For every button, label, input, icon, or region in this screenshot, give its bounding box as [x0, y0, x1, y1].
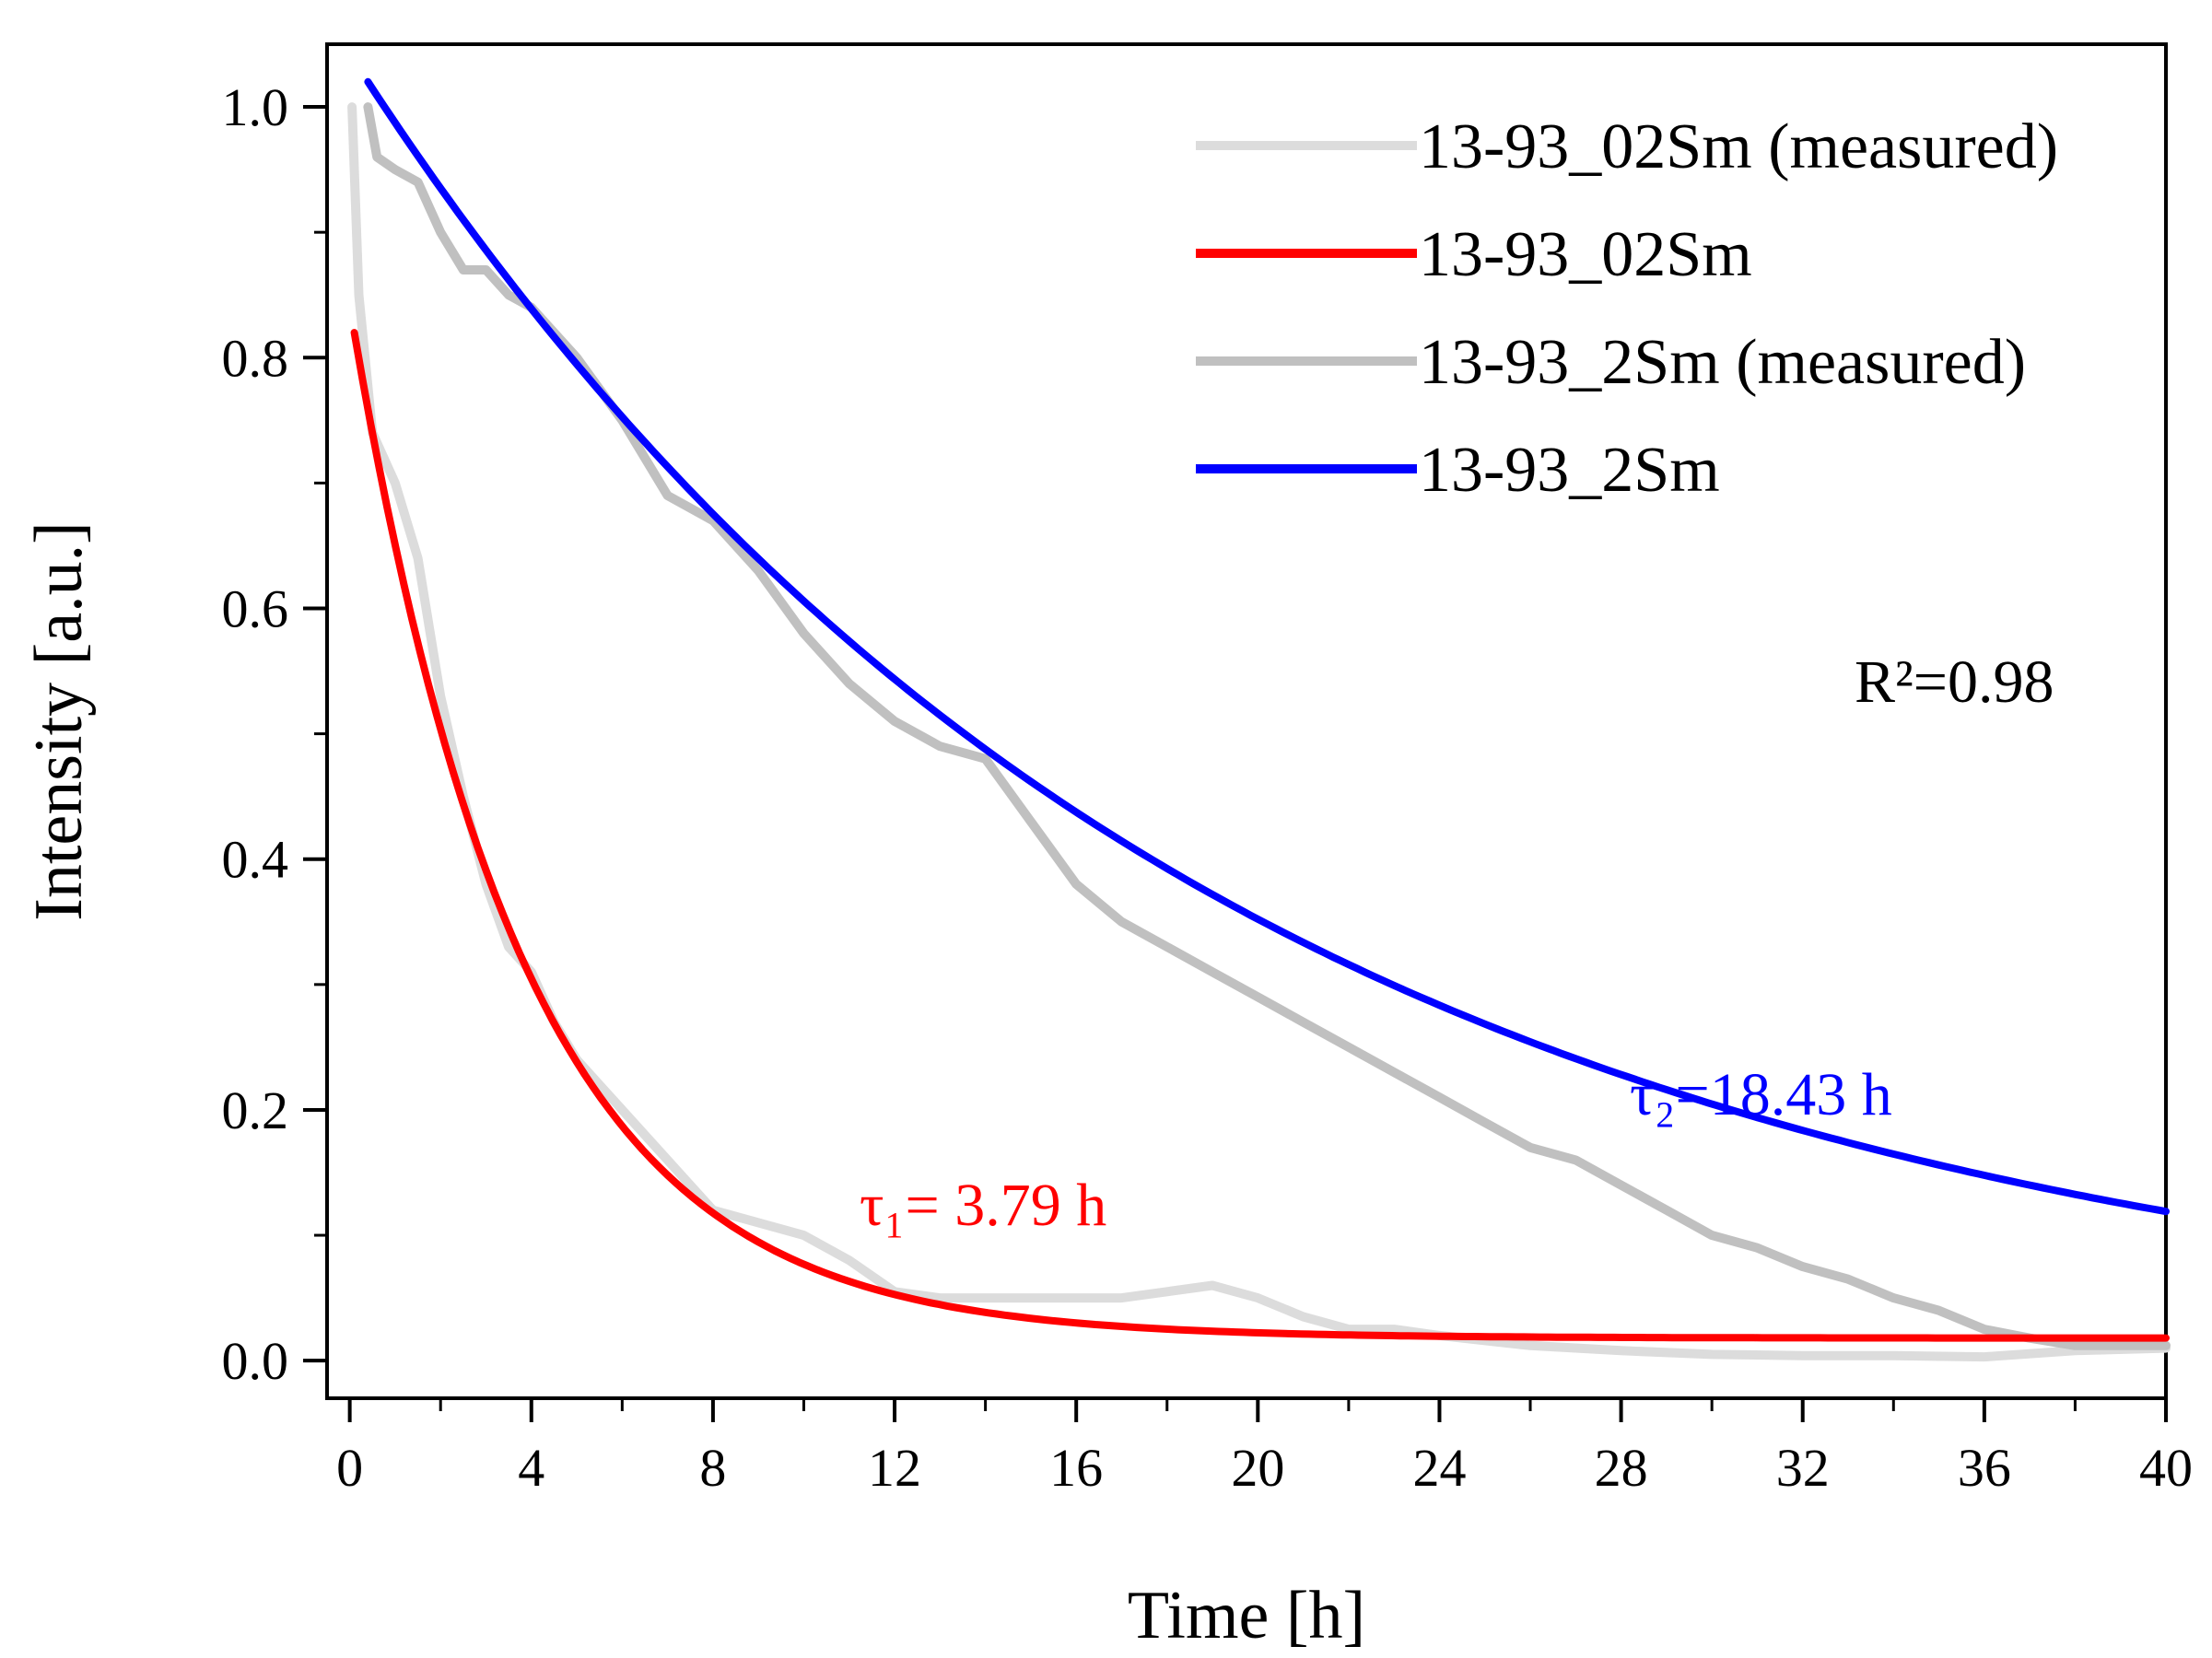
x-tick-label-3: 12	[868, 1438, 921, 1498]
x-tick-label-0: 0	[336, 1438, 363, 1498]
legend-label-1: 13-93_02Sm	[1419, 219, 1752, 290]
legend-label-0: 13-93_02Sm (measured)	[1419, 111, 2058, 182]
legend-label-3: 13-93_2Sm	[1419, 435, 1720, 506]
x-tick-label-8: 32	[1776, 1438, 1830, 1498]
tau2-text: τ₂=18.43 h	[1630, 1061, 1892, 1128]
y-tick-label-0: 0.0	[222, 1331, 289, 1391]
plot-area: 0 4 8 12 16 20 24 28 32 36 40 0.0 0.2 0.4 0.6 0.8 1.0	[222, 42, 2194, 1498]
series-line-2	[363, 102, 2171, 1350]
plot-frame	[325, 42, 2168, 1400]
y-tick-label-4: 0.8	[222, 328, 289, 388]
series-line-1	[350, 329, 2170, 1342]
y-tick-label-1: 0.2	[222, 1080, 289, 1140]
y-axis-title: Intensity [a.u.]	[21, 521, 97, 921]
tau2-annotation: τ₂=18.43 h	[1630, 1061, 1892, 1128]
legend-label-2: 13-93_2Sm (measured)	[1419, 327, 2026, 398]
x-tick-label-7: 28	[1595, 1438, 1648, 1498]
tau1-annotation: τ₁= 3.79 h	[860, 1172, 1106, 1239]
x-tick-label-5: 20	[1231, 1438, 1284, 1498]
x-tick-label-2: 8	[699, 1438, 726, 1498]
legend: 13-93_02Sm (measured) 13-93_02Sm 13-93_2Sm…	[1196, 111, 2058, 506]
series-line-0	[347, 102, 2171, 1362]
r2-text: R²=0.98	[1855, 648, 2054, 716]
y-tick-label-5: 1.0	[222, 77, 289, 137]
x-tick-label-4: 16	[1049, 1438, 1103, 1498]
axis-labels: Time [h] Intensity [a.u.]	[21, 521, 1365, 1653]
y-tick-label-3: 0.6	[222, 579, 289, 639]
annotations: R²=0.98 τ₁= 3.79 h τ₂=18.43 h	[860, 648, 2054, 1239]
series-layer	[347, 77, 2171, 1362]
x-tick-label-9: 36	[1958, 1438, 2011, 1498]
x-axis-title: Time [h]	[1128, 1578, 1365, 1653]
x-tick-label-1: 4	[518, 1438, 544, 1498]
ticks-layer: 0 4 8 12 16 20 24 28 32 36 40 0.0 0.2 0.4 0.6 0.8 1.0	[222, 77, 2194, 1498]
x-tick-label-6: 24	[1412, 1438, 1466, 1498]
y-tick-label-2: 0.4	[222, 830, 289, 890]
series-line-3	[364, 77, 2170, 1216]
r2-annotation: R²=0.98	[1855, 648, 2054, 716]
tau1-text: τ₁= 3.79 h	[860, 1172, 1106, 1239]
x-tick-label-10: 40	[2139, 1438, 2193, 1498]
